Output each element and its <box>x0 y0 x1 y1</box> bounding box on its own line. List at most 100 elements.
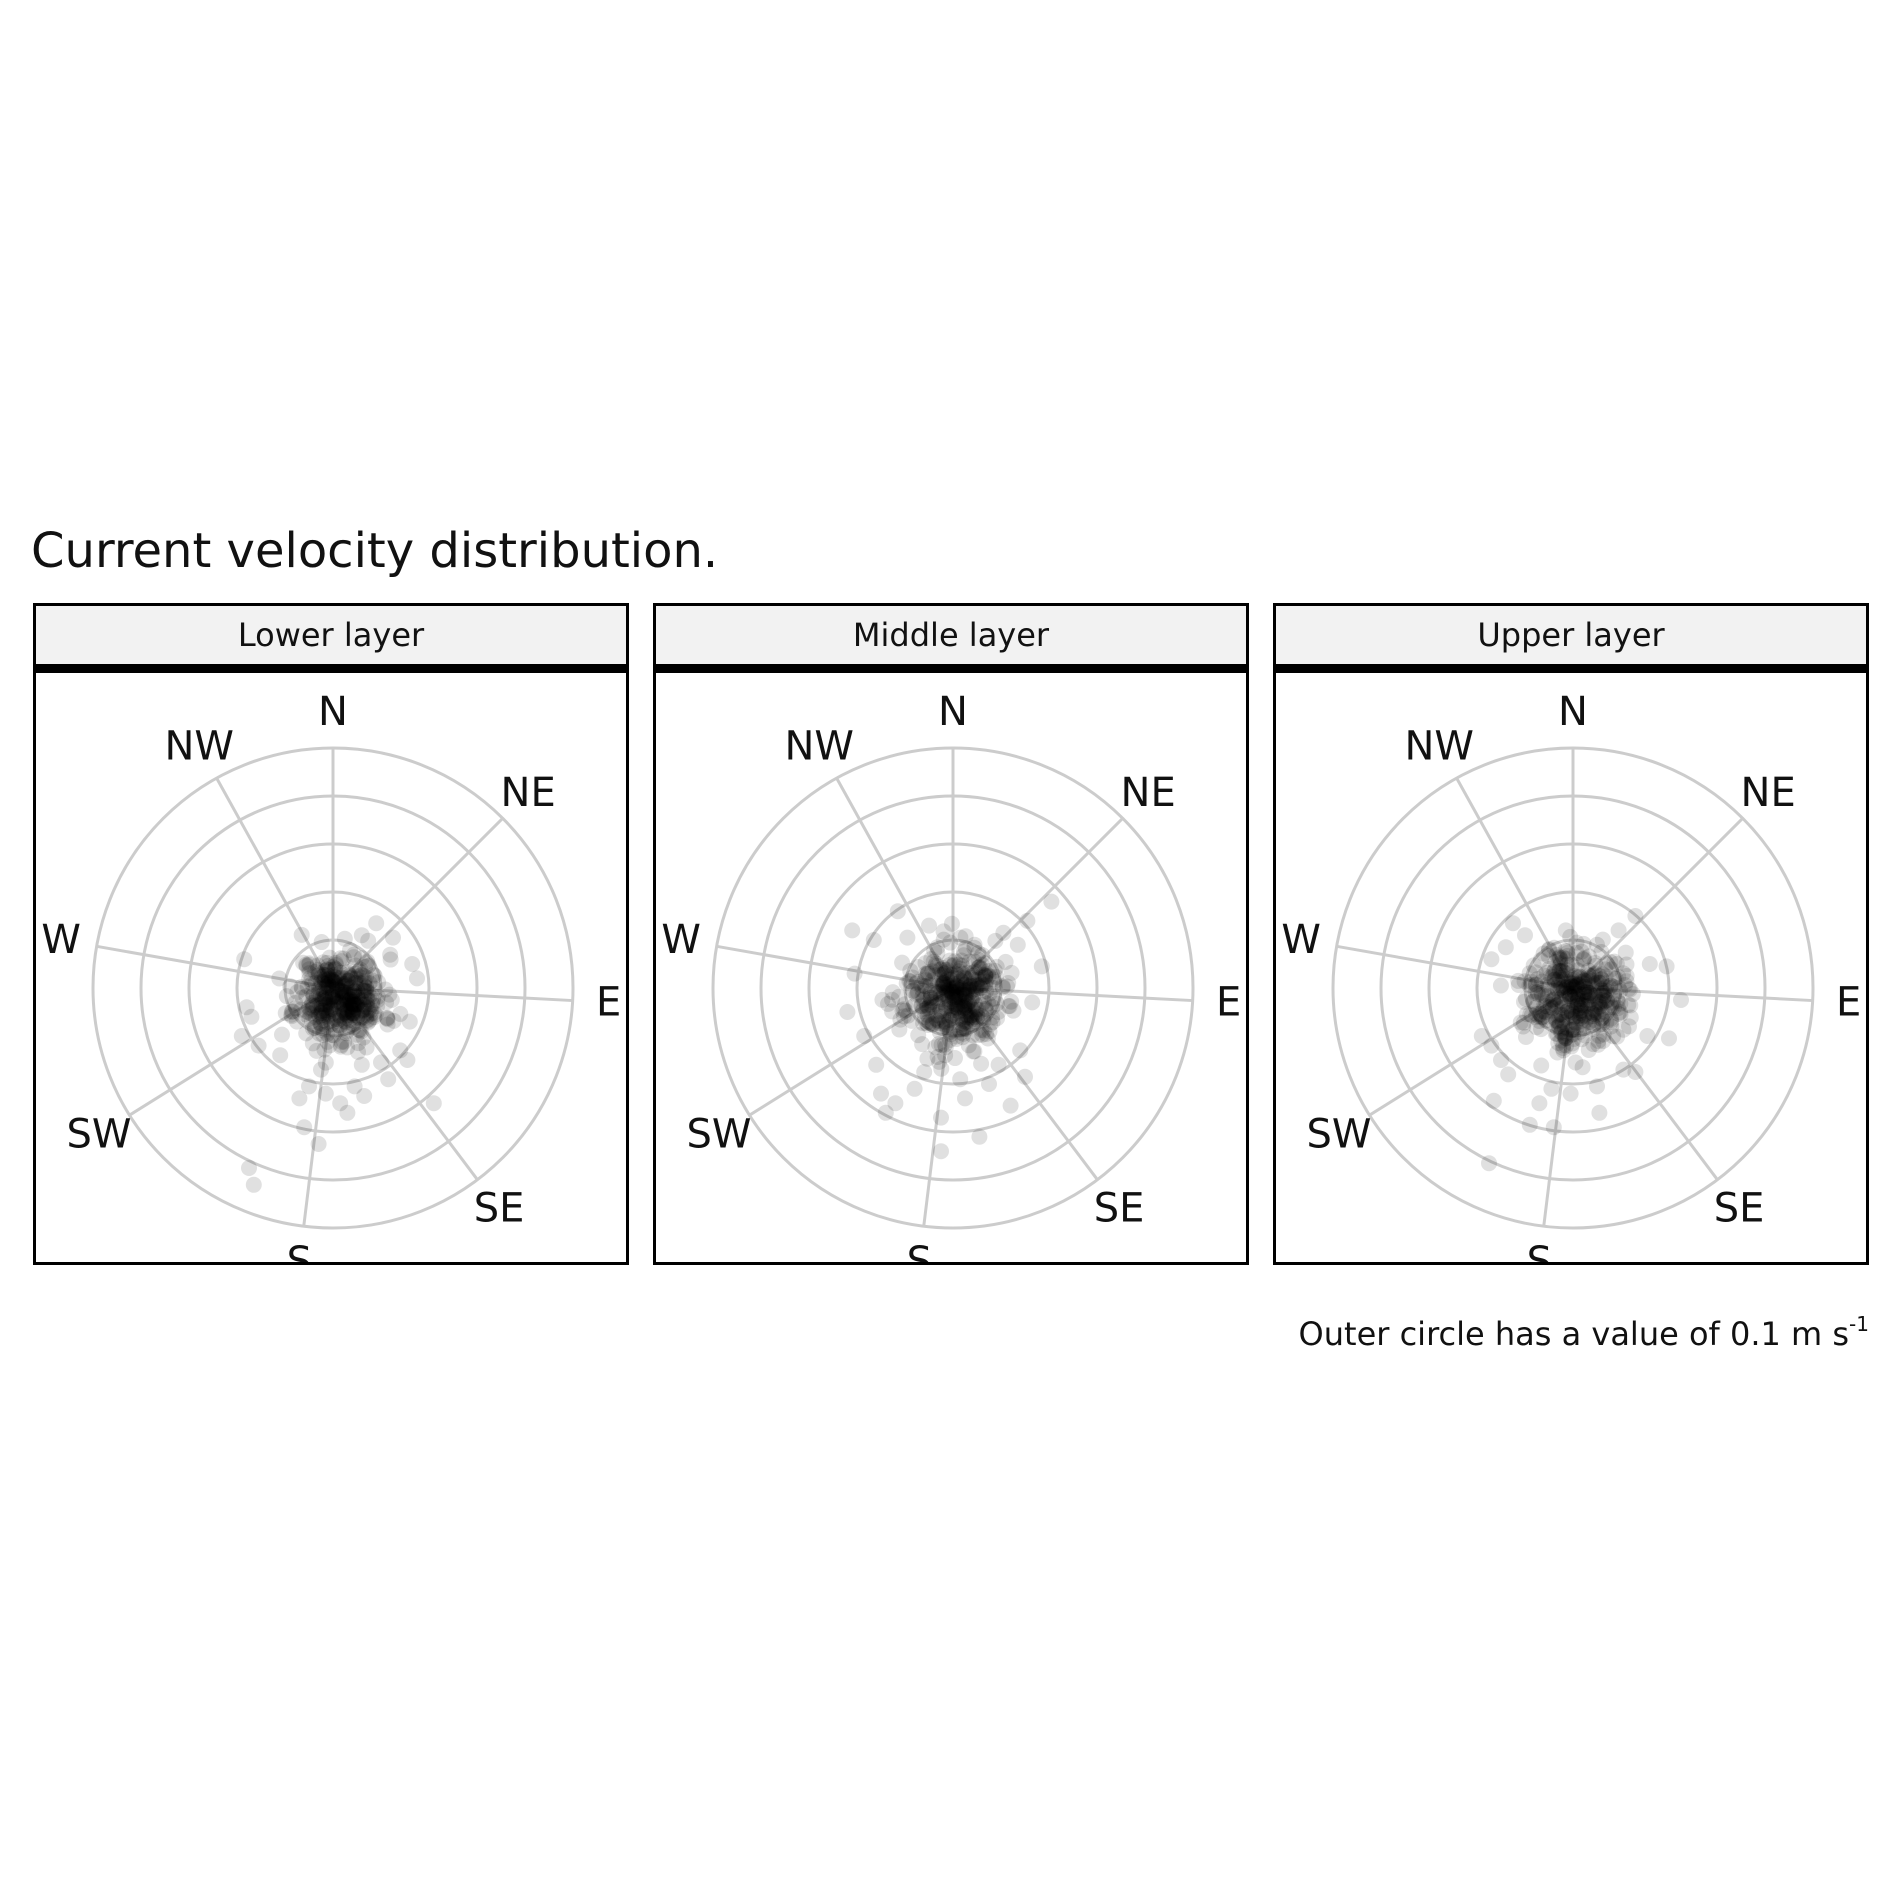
data-point <box>1589 996 1606 1013</box>
data-point <box>353 1023 370 1040</box>
data-point <box>1594 1012 1611 1029</box>
data-point <box>339 1104 356 1121</box>
data-point <box>929 945 946 962</box>
data-point <box>1591 998 1608 1015</box>
data-point <box>401 1013 418 1030</box>
data-point <box>865 932 882 948</box>
data-point <box>1554 949 1571 966</box>
data-point <box>1557 1030 1574 1047</box>
data-point <box>1570 995 1587 1012</box>
data-point <box>942 1012 959 1029</box>
compass-label-sw: SW <box>686 1111 751 1157</box>
data-point <box>1583 1014 1600 1031</box>
data-point <box>1658 958 1675 975</box>
data-point <box>954 997 971 1014</box>
data-point <box>321 949 338 966</box>
data-point <box>306 1019 323 1036</box>
data-point <box>986 962 1003 979</box>
data-point <box>984 990 1001 1007</box>
data-point <box>338 1010 355 1027</box>
data-point <box>369 998 386 1015</box>
data-point <box>1558 979 1575 996</box>
data-point <box>1571 976 1588 993</box>
data-point <box>291 1090 308 1107</box>
data-point <box>277 1005 294 1022</box>
data-point <box>304 984 321 1001</box>
data-point <box>963 992 980 1009</box>
data-point <box>1568 1014 1585 1031</box>
data-point <box>339 984 356 1001</box>
data-point <box>1569 994 1586 1011</box>
data-point <box>1576 972 1593 989</box>
data-point <box>1533 1057 1550 1074</box>
data-point <box>975 1012 992 1029</box>
data-point <box>1554 979 1571 996</box>
data-point <box>1552 980 1569 997</box>
data-point <box>287 1000 304 1017</box>
data-point <box>1588 980 1605 997</box>
data-point <box>930 984 947 1001</box>
data-point <box>1545 963 1562 980</box>
data-point <box>946 987 963 1004</box>
data-point <box>1594 1016 1611 1033</box>
data-point <box>330 1016 347 1033</box>
data-point <box>988 995 1005 1012</box>
data-point <box>944 977 961 994</box>
data-point <box>1497 939 1514 956</box>
data-point <box>338 991 355 1008</box>
scale-caption: Outer circle has a value of 0.1 m s-1 <box>1299 1312 1869 1356</box>
data-point <box>1559 1020 1576 1037</box>
data-point <box>928 1007 945 1024</box>
data-point <box>929 1012 946 1029</box>
data-point <box>1571 968 1588 985</box>
compass-label-sw: SW <box>1306 1111 1371 1157</box>
data-point <box>1586 1012 1603 1029</box>
data-point <box>1560 1004 1577 1021</box>
grid-spoke <box>748 986 954 1117</box>
data-point <box>344 992 361 1009</box>
data-point <box>1043 893 1060 910</box>
data-point <box>343 1007 360 1024</box>
data-point <box>1566 985 1583 1002</box>
data-point <box>321 1037 338 1054</box>
data-point <box>366 1009 383 1026</box>
data-point <box>1564 1019 1581 1036</box>
data-point <box>1483 1037 1500 1054</box>
data-point <box>1550 977 1567 994</box>
data-point <box>329 988 346 1005</box>
data-point <box>318 978 335 995</box>
data-point <box>933 966 950 983</box>
data-point <box>957 928 974 945</box>
data-point <box>951 981 968 998</box>
data-point <box>909 973 926 990</box>
data-point <box>1557 1029 1574 1046</box>
data-point <box>1543 1080 1560 1097</box>
data-point <box>949 1005 966 1022</box>
data-point <box>328 976 345 993</box>
data-point <box>1549 982 1566 999</box>
data-point <box>938 964 955 981</box>
data-point <box>345 1019 362 1036</box>
compass-label-w: W <box>1281 917 1321 963</box>
data-point <box>1548 947 1565 964</box>
data-point <box>984 999 1001 1016</box>
compass-label-se: SE <box>474 1185 525 1231</box>
data-point <box>1620 1018 1637 1035</box>
data-point <box>873 1085 889 1102</box>
data-point <box>933 1109 949 1126</box>
data-point <box>932 986 949 1003</box>
data-point <box>969 1001 986 1018</box>
data-point <box>339 1006 356 1023</box>
data-point <box>310 1136 327 1152</box>
data-point <box>1612 982 1629 999</box>
data-point <box>330 994 347 1011</box>
compass-label-nw: NW <box>1404 724 1473 770</box>
data-point <box>984 1009 1001 1026</box>
data-point <box>965 989 982 1006</box>
data-point <box>950 963 967 980</box>
data-point <box>930 1012 947 1029</box>
compass-label-w: W <box>661 917 701 963</box>
data-point <box>935 975 952 992</box>
data-point <box>1560 1002 1577 1019</box>
data-point <box>1580 970 1597 987</box>
